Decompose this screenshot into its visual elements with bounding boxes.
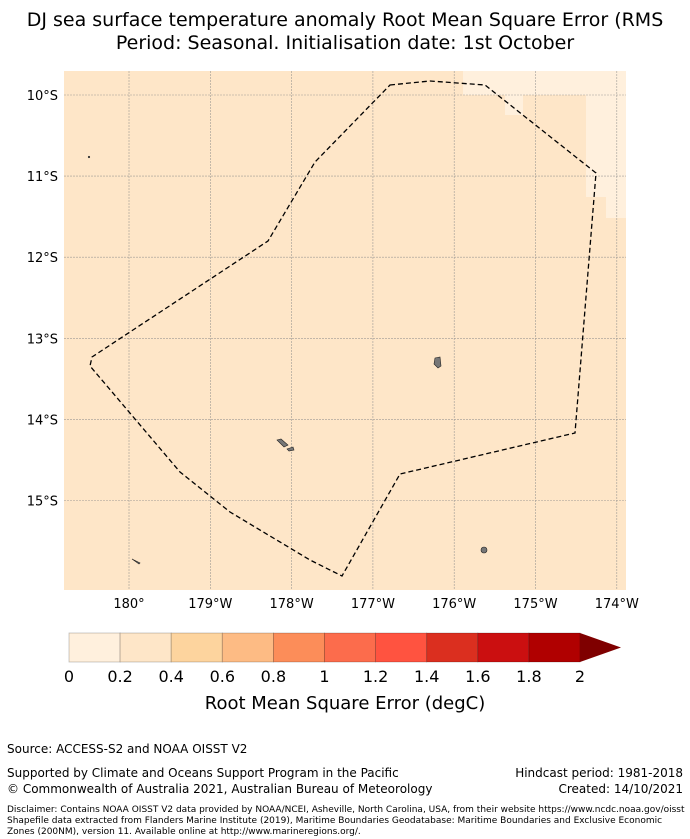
colorbar-swatch [221,632,274,663]
colorbar-swatch [68,632,121,663]
colorbar-tick-label: 0 [64,667,74,686]
colorbar-tick-label: 1 [319,667,329,686]
supported-text: Supported by Climate and Oceans Support … [7,766,399,780]
source-text: Source: ACCESS-S2 and NOAA OISST V2 [7,742,248,756]
islands [87,155,488,565]
disclaimer: Disclaimer: Contains NOAA OISST V2 data … [7,805,685,838]
colorbar-label: Root Mean Square Error (degC) [205,693,486,714]
map-plot: 180° 179°W 178°W 177°W 176°W 175°W 174°W 10°S 1… [27,71,639,714]
colorbar-tick-label: 1.6 [465,667,490,686]
colorbar-tick-label: 2 [575,667,585,686]
colorbar-tick-label: 1.4 [414,667,439,686]
colorbar-swatch [119,632,172,663]
hindcast-text: Hindcast period: 1981-2018 [515,766,683,780]
rmse-field-low [463,71,626,218]
colorbar-tick-label: 0.4 [158,667,183,686]
colorbar-swatch [528,632,581,663]
colorbar-swatch [324,632,376,663]
x-tick-label: 174°W [595,597,639,612]
colorbar-tick-label: 0.8 [261,667,286,686]
x-tick-label: 179°W [188,597,232,612]
colorbar-extend-arrow [580,633,621,662]
disclaimer-line: Zones (200NM), version 11. Available onl… [7,827,361,837]
x-tick-label: 178°W [270,597,314,612]
x-tick-label: 176°W [432,597,476,612]
x-tick-label: 175°W [513,597,557,612]
y-tick-label: 15°S [27,495,58,510]
colorbar-swatch [170,632,223,663]
colorbar-swatch [426,632,479,663]
x-tick-label: 177°W [351,597,395,612]
y-tick-label: 14°S [27,413,58,428]
colorbar-swatch [375,632,428,663]
eez-boundary [89,80,597,577]
colorbar-tick-label: 1.2 [363,667,388,686]
chart-subtitle: Period: Seasonal. Initialisation date: 1… [115,32,575,54]
y-tick-label: 13°S [27,332,58,347]
chart-title: DJ sea surface temperature anomaly Root … [26,9,664,31]
colorbar-tick-label: 0.2 [107,667,132,686]
x-tick-label: 180° [113,597,144,612]
disclaimer-line: Disclaimer: Contains NOAA OISST V2 data … [7,805,685,815]
colorbar-swatch [272,632,325,663]
y-tick-label: 12°S [27,251,58,266]
copyright-text: © Commonwealth of Australia 2021, Austra… [7,782,433,796]
disclaimer-line: Shapefile data extracted from Flanders M… [7,816,663,826]
y-tick-label: 10°S [27,89,58,104]
colorbar-swatch [477,632,530,663]
colorbar-tick-label: 0.6 [210,667,235,686]
y-tick-label: 11°S [27,170,58,185]
rmse-field [64,71,626,590]
colorbar-tick-label: 1.8 [516,667,541,686]
created-text: Created: 14/10/2021 [558,782,683,796]
